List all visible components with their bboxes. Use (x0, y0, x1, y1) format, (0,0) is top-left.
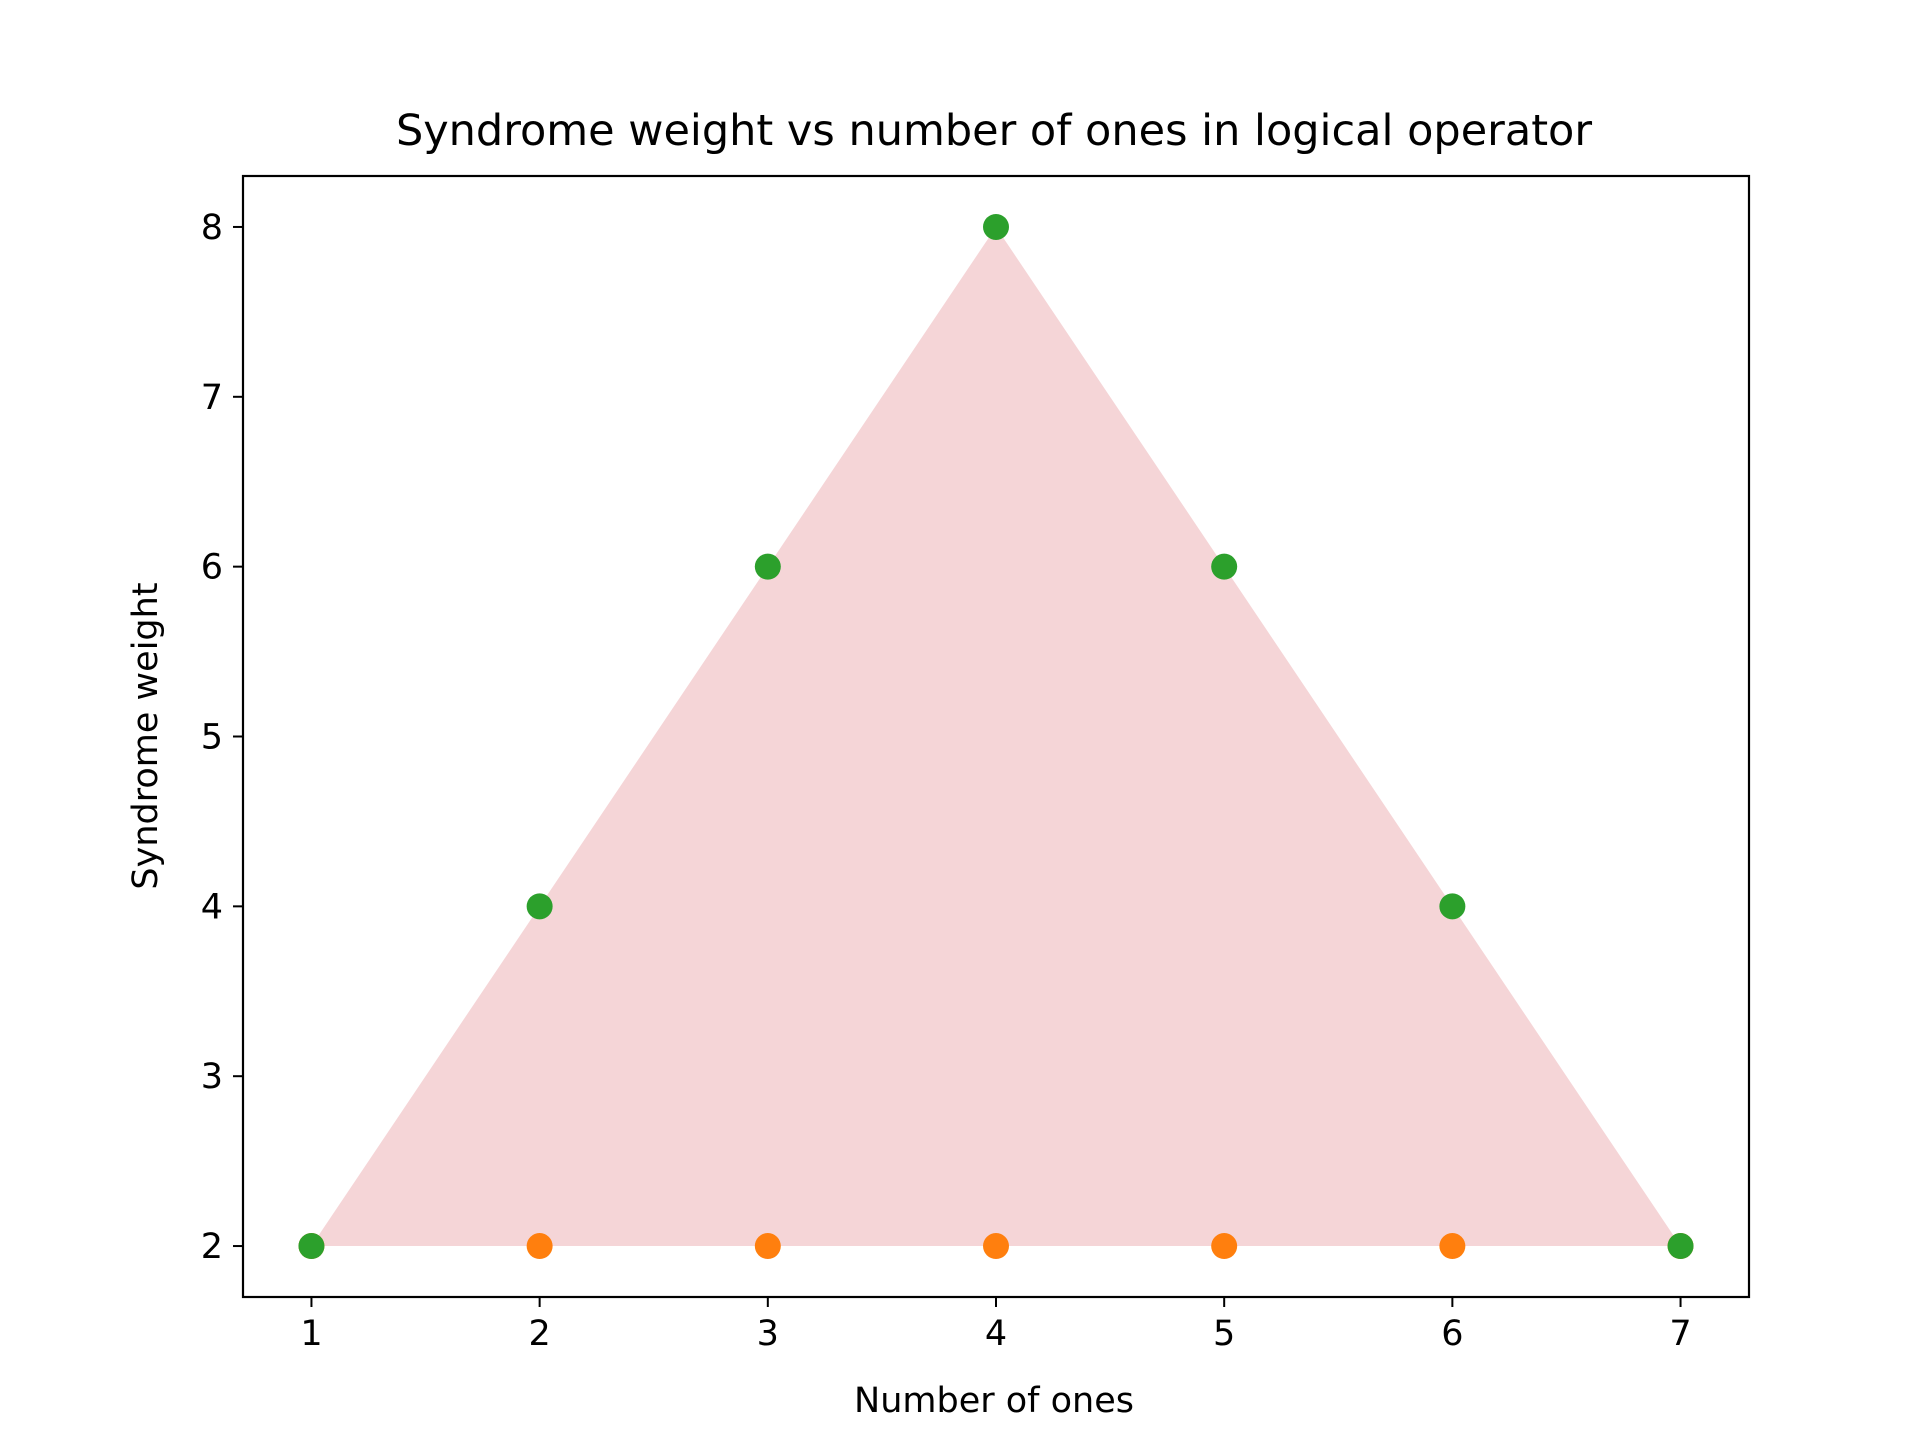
y-tick-label: 5 (201, 718, 223, 758)
scatter-point-series-1 (754, 1233, 781, 1260)
y-tick-label: 2 (201, 1227, 223, 1267)
x-tick-label: 6 (1441, 1314, 1463, 1354)
scatter-point-series-2 (1439, 893, 1466, 920)
scatter-point-series-1 (983, 1233, 1009, 1260)
x-tick-label: 2 (528, 1314, 550, 1354)
scatter-point-series-1 (1211, 1233, 1238, 1260)
scatter-point-series-2 (526, 893, 553, 920)
scatter-point-series-2 (983, 213, 1009, 240)
y-tick-label: 3 (201, 1057, 223, 1097)
scatter-point-series-2 (1211, 553, 1238, 580)
y-tick-label: 6 (201, 548, 223, 588)
y-tick-label: 4 (201, 887, 223, 927)
x-tick-label: 3 (757, 1314, 779, 1354)
fill-region (311, 226, 1681, 1247)
y-axis-label: Syndrome weight (126, 582, 166, 889)
x-tick-label: 1 (300, 1314, 322, 1354)
plot-area: 1 2 3 4 5 6 7 2 3 4 5 6 7 8 (201, 174, 1751, 1354)
scatter-point-series-2 (298, 1233, 325, 1260)
x-tick-label: 4 (985, 1314, 1007, 1354)
scatter-point-series-1 (526, 1233, 553, 1260)
y-tick-label: 7 (201, 378, 223, 418)
chart-title: Syndrome weight vs number of ones in log… (396, 106, 1592, 156)
scatter-point-series-1 (1439, 1233, 1466, 1260)
x-tick-label: 7 (1669, 1314, 1691, 1354)
x-axis-label: Number of ones (854, 1381, 1134, 1421)
scatter-point-series-2 (754, 553, 781, 580)
y-tick-label: 8 (201, 208, 223, 248)
scatter-point-series-2 (1667, 1233, 1694, 1260)
x-tick-label: 5 (1213, 1314, 1235, 1354)
